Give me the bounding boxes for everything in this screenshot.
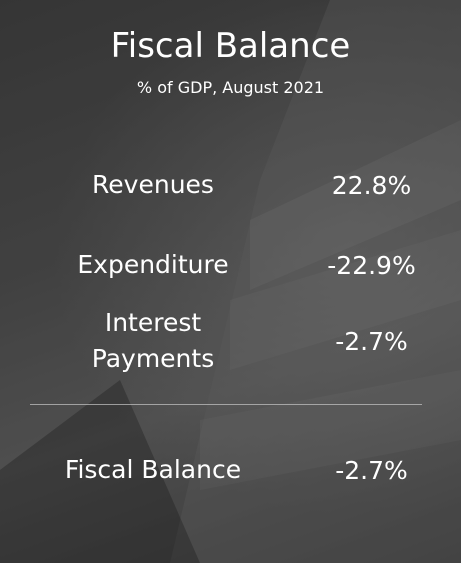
- row-value: -22.9%: [294, 251, 449, 280]
- total-label: Fiscal Balance: [65, 452, 241, 488]
- divider: [30, 404, 422, 405]
- row-label: Interest Payments: [78, 305, 228, 377]
- row-label: Revenues: [92, 167, 214, 203]
- total-value: -2.7%: [294, 456, 449, 485]
- row-value: 22.8%: [294, 171, 449, 200]
- row: Revenues 22.8%: [0, 167, 461, 203]
- row-value: -2.7%: [294, 327, 449, 356]
- row: Expenditure -22.9%: [0, 247, 461, 283]
- card: Fiscal Balance % of GDP, August 2021 Rev…: [0, 0, 461, 563]
- row-label: Expenditure: [77, 247, 228, 283]
- total-row: Fiscal Balance -2.7%: [0, 452, 461, 488]
- title: Fiscal Balance: [0, 26, 461, 66]
- row: Interest Payments -2.7%: [0, 305, 461, 377]
- subtitle: % of GDP, August 2021: [0, 78, 461, 97]
